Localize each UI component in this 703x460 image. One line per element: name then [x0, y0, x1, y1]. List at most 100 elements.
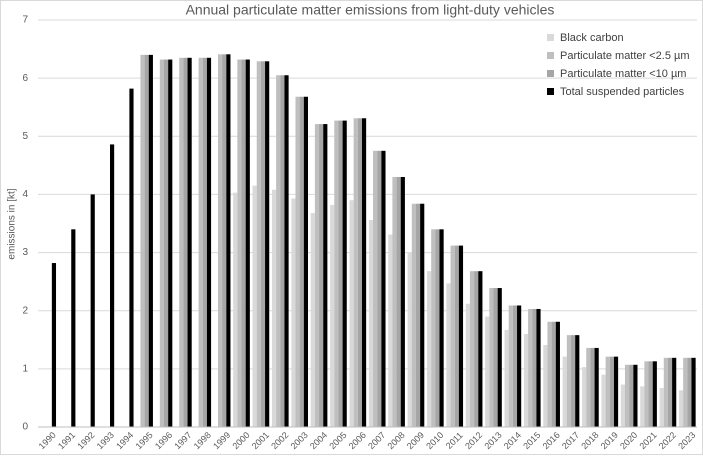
bar [314, 124, 320, 427]
bar [504, 329, 509, 427]
bar [652, 361, 657, 427]
bar [512, 305, 518, 427]
bar [582, 367, 587, 427]
bar [330, 204, 335, 427]
legend-swatch [547, 34, 554, 41]
bar [431, 229, 436, 427]
bar [415, 203, 421, 427]
bar [71, 229, 76, 427]
bar [427, 271, 432, 427]
y-tick-label: 2 [22, 305, 28, 316]
bar [241, 59, 246, 428]
bar [605, 356, 610, 427]
bar [493, 288, 498, 427]
y-tick-label: 3 [22, 247, 28, 258]
legend-label: Particulate matter <10 µm [560, 68, 686, 80]
bar [276, 75, 281, 427]
bar [613, 356, 619, 427]
bar [368, 220, 374, 427]
bar [168, 59, 173, 428]
y-tick-label: 5 [22, 131, 28, 142]
bar [601, 374, 606, 427]
bar [400, 176, 405, 427]
y-tick-label: 1 [22, 363, 28, 374]
bar [571, 335, 576, 427]
bar [237, 59, 242, 428]
bar [469, 271, 475, 427]
bar [523, 333, 529, 427]
bar [439, 229, 444, 427]
bar [551, 321, 556, 427]
bar [144, 54, 149, 428]
y-tick-label: 7 [22, 15, 28, 26]
bar [342, 120, 347, 427]
bar [252, 185, 257, 427]
bar [687, 357, 692, 427]
bar [517, 305, 522, 427]
bar [323, 124, 328, 427]
bar [575, 335, 580, 427]
bar [609, 356, 614, 427]
bar [226, 54, 231, 427]
legend-label: Black carbon [560, 32, 624, 44]
bar [508, 305, 513, 427]
bar [691, 357, 696, 427]
bar [90, 194, 95, 427]
bar [295, 96, 300, 428]
bar [110, 144, 115, 427]
bar [528, 308, 533, 427]
bar [187, 57, 192, 428]
bar [280, 75, 285, 427]
legend-label: Total suspended particles [560, 86, 685, 98]
bar [353, 118, 358, 428]
bar [377, 150, 382, 428]
legend-swatch [547, 52, 554, 59]
bar [594, 347, 599, 427]
bar [489, 288, 494, 427]
legend-swatch [547, 70, 554, 77]
y-tick-label: 6 [22, 73, 28, 84]
bar [590, 347, 595, 427]
chart-title: Annual particulate matter emissions from… [186, 2, 555, 18]
bar [140, 54, 145, 428]
bar [284, 75, 289, 427]
bar [260, 61, 266, 427]
bar [678, 390, 684, 427]
bar [586, 347, 591, 427]
bar [532, 308, 537, 427]
bar [446, 283, 451, 427]
bar [222, 54, 227, 427]
bar [381, 150, 386, 428]
bar [51, 263, 57, 427]
bar [411, 203, 416, 427]
bar [672, 357, 677, 427]
bar [620, 384, 625, 427]
bar [206, 57, 212, 428]
bar [478, 271, 483, 427]
bar [233, 192, 238, 427]
legend-label: Particulate matter <2.5 µm [560, 50, 690, 62]
y-axis-label: emissions in [kt] [7, 188, 18, 259]
bar [396, 176, 401, 427]
bar [338, 120, 343, 427]
bar [373, 150, 378, 428]
bar [454, 245, 459, 427]
bar [683, 357, 688, 427]
bar [129, 88, 134, 427]
bar [179, 57, 184, 428]
bar [310, 213, 315, 427]
bar [485, 316, 490, 427]
bar [543, 345, 548, 427]
bar [303, 96, 308, 428]
y-tick-label: 4 [22, 189, 28, 200]
bar [291, 198, 296, 427]
bar [361, 118, 367, 428]
bar [633, 364, 638, 427]
bar [663, 357, 668, 427]
bar [667, 357, 673, 427]
bar [659, 388, 664, 427]
bar [183, 57, 188, 428]
bar [566, 335, 572, 427]
bar [547, 321, 552, 427]
